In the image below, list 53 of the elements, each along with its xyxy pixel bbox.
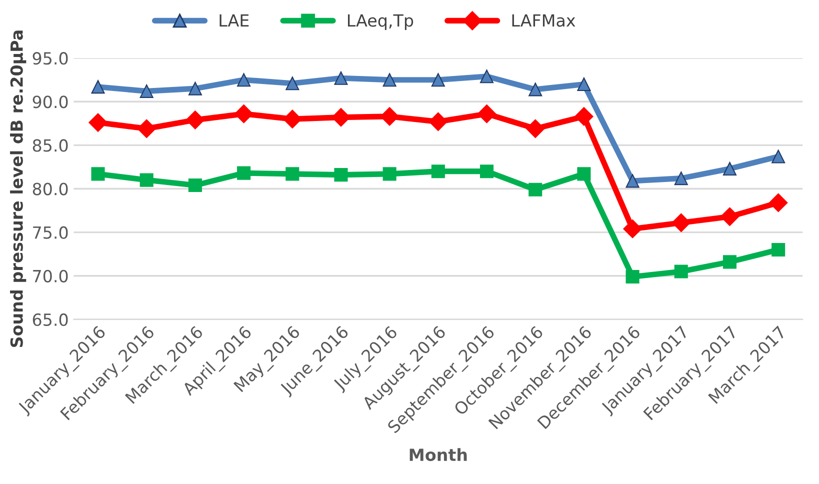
point bbox=[91, 167, 105, 181]
point bbox=[431, 164, 445, 178]
y-tick-label: 65.0 bbox=[32, 313, 68, 326]
point bbox=[772, 242, 786, 257]
y-tick-label: 70.0 bbox=[33, 270, 68, 282]
y-tick-label: 75.0 bbox=[33, 226, 68, 239]
point bbox=[137, 119, 156, 138]
point bbox=[140, 173, 154, 187]
point bbox=[577, 167, 591, 181]
point bbox=[672, 213, 690, 232]
legend-label: LAFMax bbox=[512, 14, 576, 27]
point bbox=[574, 107, 594, 126]
point bbox=[528, 182, 542, 196]
y-tick-label: 90.0 bbox=[32, 96, 68, 108]
point bbox=[768, 193, 788, 212]
legend-label: LAeq,Tp bbox=[348, 14, 414, 30]
point bbox=[623, 219, 642, 238]
point bbox=[431, 73, 445, 87]
point bbox=[286, 167, 300, 181]
point bbox=[334, 168, 348, 182]
point bbox=[772, 150, 786, 164]
point bbox=[188, 178, 202, 192]
legend-label: LAE bbox=[220, 14, 249, 27]
point bbox=[382, 167, 396, 181]
point bbox=[526, 119, 545, 138]
point bbox=[577, 77, 591, 91]
point bbox=[480, 70, 494, 84]
point bbox=[477, 104, 496, 124]
point bbox=[528, 82, 542, 96]
point bbox=[674, 264, 688, 278]
point bbox=[626, 270, 640, 284]
y-tick-label: 95.0 bbox=[32, 52, 68, 65]
x-axis-title: Month bbox=[410, 448, 467, 462]
y-tick-label: 80.0 bbox=[32, 182, 68, 196]
point bbox=[234, 104, 254, 124]
y-tick-label: 85.0 bbox=[32, 139, 68, 152]
point bbox=[674, 172, 688, 186]
point bbox=[186, 110, 205, 130]
point bbox=[88, 113, 108, 132]
point bbox=[91, 80, 105, 94]
point bbox=[626, 174, 640, 188]
point bbox=[140, 84, 154, 98]
point bbox=[722, 255, 736, 269]
point bbox=[188, 82, 202, 96]
point bbox=[722, 162, 736, 176]
point bbox=[382, 73, 396, 87]
point bbox=[334, 71, 348, 85]
point bbox=[237, 73, 251, 87]
point bbox=[480, 164, 494, 178]
point bbox=[286, 76, 300, 90]
point bbox=[720, 207, 740, 226]
point bbox=[428, 112, 448, 132]
point bbox=[237, 166, 251, 180]
